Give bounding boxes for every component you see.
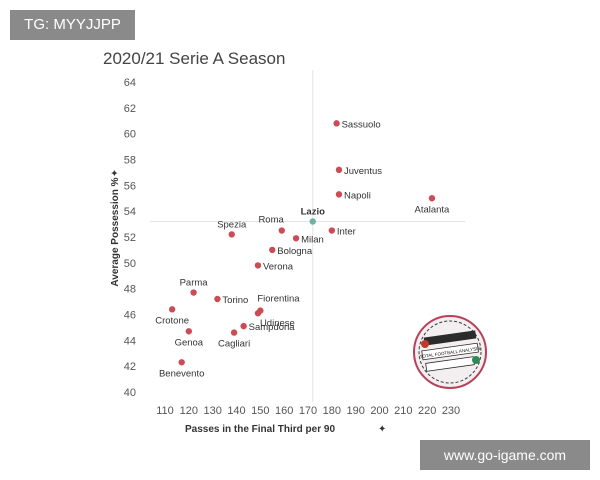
point-labels: Sassuolo Juventus Napoli Atalanta Lazio Inter… — [155, 119, 450, 379]
y-tick-label: 40 — [124, 387, 136, 399]
point-label-bologna: Bologna — [277, 246, 313, 257]
y-tick-label: 44 — [124, 335, 136, 347]
data-point-juventus[interactable] — [335, 166, 343, 174]
watermark: www.go-igame.com — [420, 440, 590, 470]
y-tick-label: 52 — [124, 232, 136, 244]
x-tick-label: 170 — [299, 405, 317, 417]
tag-badge: TG: MYYJJPP — [10, 10, 135, 40]
x-tick-label: 210 — [394, 405, 412, 417]
x-tick-label: 110 — [156, 405, 174, 417]
data-point-atalanta[interactable] — [428, 195, 436, 202]
y-tick-label: 54 — [124, 206, 136, 218]
x-tick-label: 120 — [180, 405, 198, 417]
data-point-udinese[interactable] — [254, 310, 262, 317]
x-tick-label: 230 — [442, 405, 460, 417]
data-points — [168, 120, 436, 366]
data-point-napoli[interactable] — [335, 191, 343, 198]
x-axis-sort-icon[interactable]: ✦ — [378, 424, 386, 435]
point-label-sampdoria: Sampdoria — [249, 322, 296, 333]
x-tick-label: 180 — [323, 405, 341, 417]
y-tick-label: 56 — [124, 180, 136, 192]
y-tick-label: 58 — [124, 155, 136, 167]
data-point-cagliari[interactable] — [230, 329, 238, 336]
y-axis-title: Average Possession % — [110, 177, 121, 286]
point-label-lazio: Lazio — [301, 207, 325, 218]
data-point-milan[interactable] — [292, 235, 300, 242]
x-tick-label: 140 — [227, 405, 245, 417]
x-tick-label: 130 — [203, 405, 221, 417]
data-point-lazio[interactable] — [309, 218, 316, 225]
x-tick-label: 190 — [346, 405, 364, 417]
data-point-benevento[interactable] — [178, 359, 185, 366]
x-tick-label: 160 — [275, 405, 293, 417]
x-tick-label: 150 — [251, 405, 269, 417]
y-axis-ticks: 40 42 44 46 48 50 52 54 56 58 60 62 64 — [124, 77, 136, 399]
data-point-verona[interactable] — [254, 262, 262, 269]
data-point-bologna[interactable] — [269, 246, 276, 254]
chart-title: 2020/21 Serie A Season — [103, 49, 286, 68]
y-tick-label: 50 — [124, 258, 136, 270]
point-label-spezia: Spezia — [217, 219, 247, 230]
point-label-udinese: Udinese — [260, 318, 295, 329]
point-label-parma: Parma — [180, 278, 209, 289]
data-point-torino[interactable] — [214, 295, 221, 303]
point-label-napoli: Napoli — [344, 190, 371, 201]
point-label-benevento: Benevento — [159, 368, 204, 379]
data-point-genoa[interactable] — [185, 328, 193, 335]
point-label-crotone: Crotone — [155, 315, 189, 326]
y-tick-label: 42 — [124, 361, 136, 373]
point-label-sassuolo: Sassuolo — [342, 119, 381, 130]
point-label-genoa: Genoa — [175, 337, 204, 348]
logo: TOTAL FOOTBALL ANALYSIS — [413, 315, 487, 389]
x-axis-ticks: 110 120 130 140 150 160 170 180 190 200 210 220 230 — [156, 405, 460, 417]
y-tick-label: 60 — [124, 129, 136, 141]
point-label-roma: Roma — [258, 215, 284, 226]
x-tick-label: 200 — [370, 405, 388, 417]
point-label-milan: Milan — [301, 234, 324, 245]
point-label-torino: Torino — [222, 295, 248, 306]
point-label-inter: Inter — [337, 227, 356, 238]
point-label-cagliari: Cagliari — [218, 339, 250, 350]
point-label-juventus: Juventus — [344, 166, 382, 177]
reference-lines — [150, 70, 465, 402]
data-point-inter[interactable] — [328, 227, 336, 234]
y-tick-label: 62 — [124, 103, 136, 115]
y-tick-label: 48 — [124, 284, 136, 296]
data-point-parma[interactable] — [190, 289, 197, 296]
point-label-verona: Verona — [263, 261, 294, 272]
y-axis-sort-icon[interactable]: ✦ — [110, 169, 121, 177]
point-label-fiorentina: Fiorentina — [257, 294, 300, 305]
x-tick-label: 220 — [418, 405, 436, 417]
data-point-roma[interactable] — [278, 227, 285, 234]
y-tick-label: 46 — [124, 310, 136, 322]
data-point-spezia[interactable] — [228, 231, 235, 238]
data-point-sassuolo[interactable] — [333, 120, 340, 127]
y-tick-label: 64 — [124, 77, 136, 89]
data-point-sampdoria[interactable] — [240, 322, 247, 330]
data-point-crotone[interactable] — [168, 306, 176, 313]
x-axis-title: Passes in the Final Third per 90 — [185, 424, 335, 435]
point-label-atalanta: Atalanta — [414, 204, 450, 215]
